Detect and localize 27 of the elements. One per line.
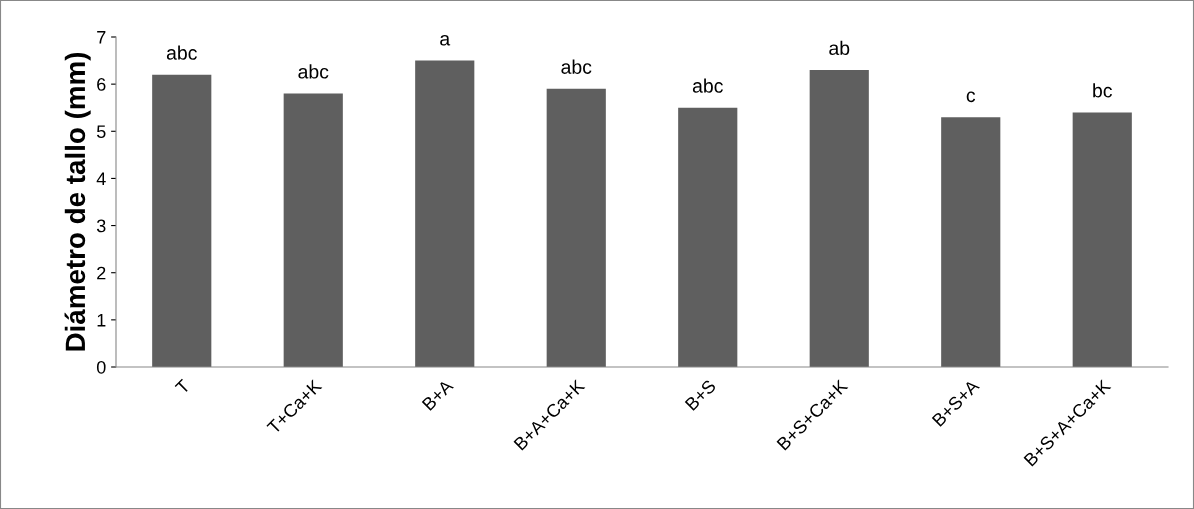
annotation: ab (829, 40, 850, 56)
x-tick-label: T (174, 378, 191, 395)
annotation: abc (692, 78, 723, 93)
y-tick-label: 2 (97, 266, 106, 280)
bar (678, 107, 738, 367)
y-tick-label: 3 (96, 219, 106, 233)
y-tick-label: 6 (97, 78, 106, 91)
y-tick-label: 4 (96, 172, 106, 185)
annotation: c (966, 91, 976, 103)
bar (152, 74, 212, 367)
y-tick-label: 1 (97, 313, 106, 327)
annotation: abc (561, 59, 592, 74)
bar (809, 70, 869, 367)
bar (283, 93, 343, 367)
annotation: a (440, 34, 451, 46)
annotation: abc (298, 64, 329, 79)
bar (546, 88, 606, 367)
x-tick-label: B+A (421, 378, 454, 411)
bar (941, 117, 1001, 367)
y-tick-label: 0 (96, 360, 106, 374)
y-axis-title: Diámetro de tallo (mm) (64, 52, 91, 351)
annotation: bc (1093, 83, 1113, 98)
bar (415, 60, 475, 367)
y-tick-label: 5 (96, 125, 106, 139)
annotation: abc (166, 45, 197, 60)
bar (1072, 112, 1132, 367)
y-tick-label: 7 (97, 31, 106, 44)
